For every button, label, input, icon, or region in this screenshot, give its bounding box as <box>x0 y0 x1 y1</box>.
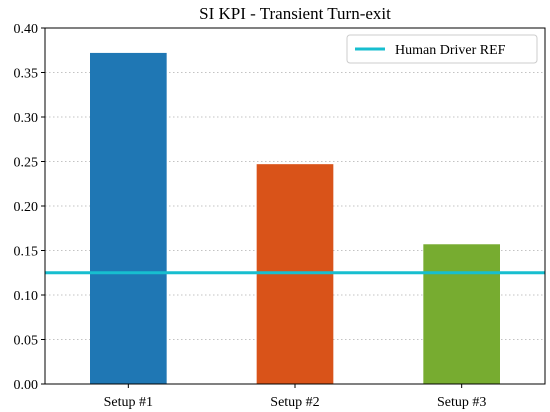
y-tick-label: 0.25 <box>14 156 39 171</box>
x-tick-label: Setup #3 <box>437 395 486 410</box>
y-tick-label: 0.40 <box>14 22 39 37</box>
chart-title: SI KPI - Transient Turn-exit <box>199 4 391 23</box>
y-tick-label: 0.10 <box>14 289 39 304</box>
x-axis-ticks: Setup #1 Setup #2 Setup #3 <box>104 384 486 410</box>
x-tick-label: Setup #1 <box>104 395 153 410</box>
legend-label-human-driver-ref: Human Driver REF <box>395 43 506 58</box>
bars <box>90 52 500 385</box>
x-tick-label: Setup #2 <box>270 395 319 410</box>
y-tick-label: 0.30 <box>14 111 39 126</box>
y-axis-ticks: 0.00 0.05 0.10 0.15 0.20 0.25 0.30 0.35 0.40 <box>14 22 45 393</box>
legend-box <box>346 34 538 64</box>
y-tick-label: 0.15 <box>14 245 39 260</box>
y-tick-label: 0.00 <box>14 378 39 393</box>
legend: Human Driver REF <box>346 34 538 64</box>
y-tick-label: 0.35 <box>14 67 39 82</box>
bar-1 <box>90 52 167 385</box>
bar-3 <box>423 244 500 384</box>
y-tick-label: 0.05 <box>14 334 39 349</box>
y-tick-label: 0.20 <box>14 200 39 215</box>
